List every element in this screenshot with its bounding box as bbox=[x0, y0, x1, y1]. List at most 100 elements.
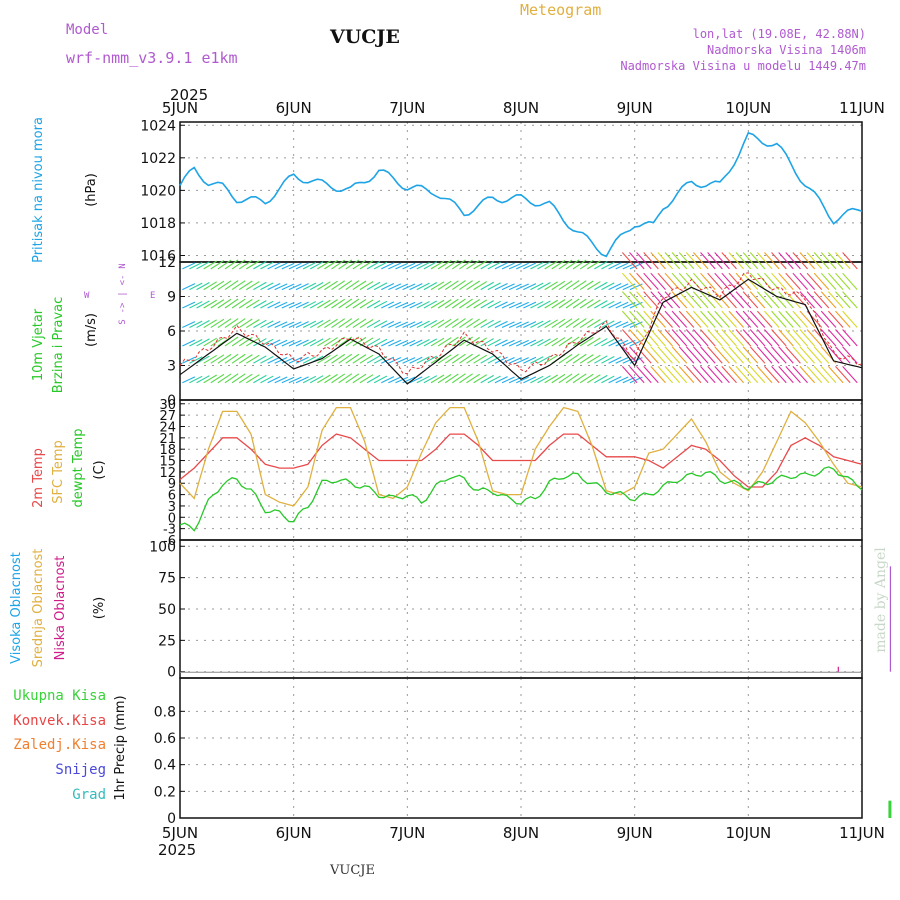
wind-barb bbox=[678, 291, 695, 309]
wind-barb bbox=[714, 272, 730, 290]
wind-barb bbox=[288, 262, 302, 270]
wind-barb bbox=[707, 291, 723, 309]
wind-barb bbox=[572, 318, 587, 329]
wind-barb bbox=[579, 336, 594, 347]
wind-barb bbox=[806, 365, 823, 384]
wind-barb bbox=[842, 252, 858, 270]
wind-barb bbox=[309, 338, 324, 347]
wind-barb bbox=[409, 283, 423, 291]
wind-barb bbox=[338, 373, 353, 384]
wind-barb bbox=[813, 310, 830, 328]
wind-barb bbox=[288, 301, 302, 309]
wind-barb bbox=[657, 252, 673, 270]
wind-barb bbox=[516, 321, 529, 329]
wind-barb bbox=[806, 272, 823, 290]
wind-barb bbox=[260, 338, 274, 347]
wind-barb bbox=[728, 329, 745, 347]
cloud-ylabel-high: Visoka Oblacnost bbox=[9, 552, 24, 664]
wind-barb bbox=[537, 282, 551, 291]
wind-barb bbox=[409, 376, 423, 384]
wind-barb bbox=[601, 282, 615, 291]
wind-barb bbox=[224, 298, 239, 309]
wind-barb bbox=[516, 262, 529, 270]
wind-barb bbox=[608, 262, 622, 270]
precip-unit: 1hr Precip (mm) bbox=[113, 695, 128, 800]
wind-key-arrow-right: -> bbox=[118, 302, 128, 313]
wind-barb bbox=[466, 373, 480, 384]
wind-barb bbox=[735, 329, 752, 347]
wind-barb bbox=[693, 252, 709, 270]
wind-barb bbox=[643, 346, 659, 364]
wind-barb bbox=[587, 319, 601, 329]
y-tick-label: 1020 bbox=[140, 183, 176, 199]
wind-barb bbox=[608, 356, 622, 364]
wind-barb bbox=[806, 329, 823, 347]
wind-barb bbox=[728, 272, 745, 290]
wind-barb bbox=[274, 321, 288, 329]
wind-barb bbox=[267, 356, 281, 364]
wind-barb bbox=[501, 376, 515, 384]
wind-barb bbox=[827, 310, 844, 328]
wind-barb bbox=[224, 280, 239, 291]
wind-barb bbox=[345, 280, 360, 291]
wind-barb bbox=[373, 320, 388, 329]
wind-barb bbox=[792, 272, 808, 290]
wind-barb bbox=[657, 365, 673, 384]
wind-barb bbox=[636, 310, 652, 328]
wind-barb bbox=[295, 321, 309, 329]
wind-barb bbox=[827, 272, 844, 290]
wind-barb bbox=[444, 298, 459, 309]
wind-barb bbox=[558, 336, 573, 347]
wind-barb bbox=[409, 301, 423, 309]
wind-barb bbox=[558, 280, 573, 291]
wind-barb bbox=[480, 338, 494, 347]
wind-barb bbox=[615, 376, 629, 384]
wind-barb bbox=[345, 373, 360, 384]
y-tick-label: 0 bbox=[167, 393, 176, 409]
top-day-label: 11JUN bbox=[839, 99, 885, 117]
wind-barb bbox=[295, 283, 309, 291]
wind-barb bbox=[678, 329, 695, 347]
wind-barb bbox=[778, 310, 794, 328]
wind-barb bbox=[295, 356, 309, 364]
wind-barb bbox=[331, 373, 346, 384]
wind-barb bbox=[459, 259, 473, 270]
wind-barb bbox=[338, 353, 353, 364]
wind-barb bbox=[444, 336, 459, 347]
station-title: VUCJE bbox=[329, 26, 400, 48]
temp-ylabel-sfc: SFC Temp bbox=[51, 440, 66, 504]
wind-barb bbox=[416, 282, 430, 291]
wind-barb bbox=[281, 339, 295, 347]
wind-barb bbox=[317, 354, 331, 364]
wind-ylabel: 10m Vjetar Brzina i Pravac (m/s) N <- | … bbox=[31, 263, 155, 393]
wind-barb bbox=[267, 301, 281, 309]
wind-barb bbox=[756, 252, 773, 270]
wind-barb bbox=[444, 259, 459, 270]
wind-barb bbox=[288, 283, 302, 291]
wind-barb bbox=[274, 376, 288, 384]
wind-barb bbox=[359, 281, 374, 291]
temp-ylabel-2m: 2m Temp bbox=[31, 448, 46, 508]
wind-barb bbox=[402, 339, 416, 347]
wind-barb bbox=[820, 272, 837, 290]
wind-barb bbox=[373, 300, 388, 309]
wind-barb bbox=[565, 336, 580, 347]
wind-barb bbox=[331, 298, 346, 309]
wind-barb bbox=[799, 365, 816, 384]
wind-barb bbox=[466, 354, 480, 364]
wind-barb bbox=[295, 262, 309, 270]
wind-barb bbox=[714, 291, 730, 309]
wind-barb bbox=[707, 310, 723, 328]
wind-barb bbox=[317, 319, 331, 329]
wind-barb bbox=[388, 283, 402, 291]
wind-barb bbox=[572, 259, 587, 270]
bottom-day-label: 10JUN bbox=[725, 824, 771, 842]
wind-barb bbox=[594, 374, 608, 384]
wind-barb bbox=[430, 374, 445, 384]
wind-barb bbox=[444, 373, 459, 384]
wind-barb bbox=[742, 329, 759, 347]
wind-barb bbox=[650, 252, 666, 270]
y-tick-label: 75 bbox=[158, 571, 176, 587]
wind-barb bbox=[608, 282, 622, 291]
wind-barb bbox=[700, 346, 716, 364]
